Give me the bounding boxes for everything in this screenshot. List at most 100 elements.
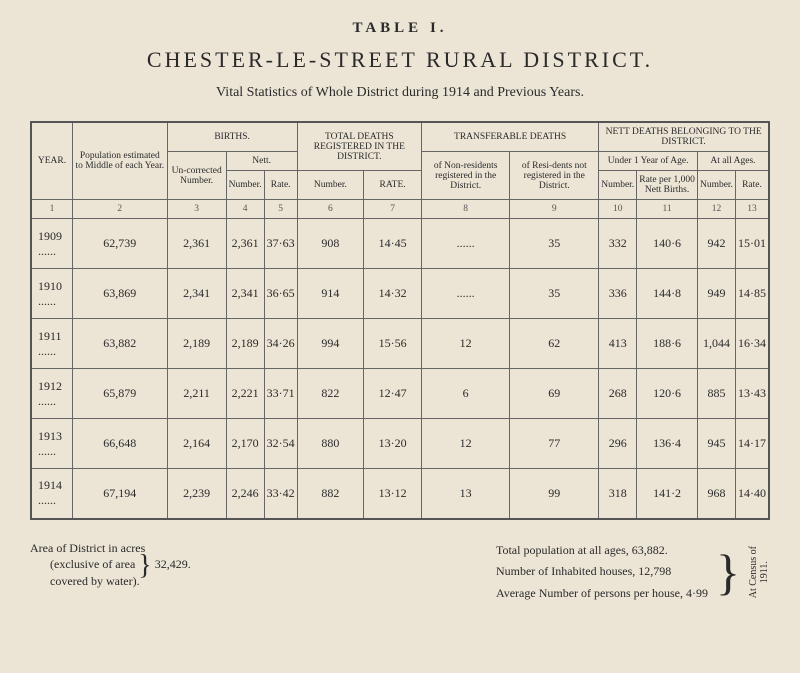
cell-nr: 33·42 xyxy=(264,469,297,519)
cell-aar: 13·43 xyxy=(735,369,769,419)
cell-nr: 36·65 xyxy=(264,269,297,319)
table-body: 1909 ......62,7392,3612,36137·6390814·45… xyxy=(31,219,769,519)
th-nn: Number. xyxy=(226,171,264,200)
cell-aar: 14·85 xyxy=(735,269,769,319)
census-label: At Census of1911. xyxy=(748,546,770,598)
table-row: 1914 ......67,1942,2392,24633·4288213·12… xyxy=(31,469,769,519)
brace-right-icon: } xyxy=(716,567,740,577)
cell-tdn: 880 xyxy=(297,419,364,469)
th-u1r: Rate per 1,000 Nett Births. xyxy=(637,171,698,200)
th-aan: Number. xyxy=(697,171,735,200)
cn-1: 1 xyxy=(31,200,72,219)
cell-aar: 14·40 xyxy=(735,469,769,519)
cell-nr: 37·63 xyxy=(264,219,297,269)
th-total-deaths: TOTAL DEATHS REGISTERED IN THE DISTRICT. xyxy=(297,122,421,171)
th-nr: Rate. xyxy=(264,171,297,200)
brace-icon: } xyxy=(138,559,151,573)
area-line1: Area of District in acres xyxy=(30,541,145,555)
cell-tdr: 13·12 xyxy=(364,469,422,519)
cell-aar: 14·17 xyxy=(735,419,769,469)
subtitle: Vital Statistics of Whole District durin… xyxy=(30,85,770,101)
avgpersons: Average Number of persons per house, 4·9… xyxy=(496,583,708,605)
cell-aar: 15·01 xyxy=(735,219,769,269)
footer-left: Area of District in acres (exclusive of … xyxy=(30,540,191,605)
cell-u1r: 140·6 xyxy=(637,219,698,269)
cn-8: 8 xyxy=(422,200,510,219)
cell-pop: 63,882 xyxy=(72,319,167,369)
area-line2: (exclusive of area xyxy=(30,557,135,571)
cell-nn: 2,189 xyxy=(226,319,264,369)
cell-resn: 69 xyxy=(510,369,599,419)
cell-nn: 2,170 xyxy=(226,419,264,469)
th-u1n: Number. xyxy=(599,171,637,200)
cell-u1n: 268 xyxy=(599,369,637,419)
footer: Area of District in acres (exclusive of … xyxy=(30,540,770,605)
cell-year: 1911 ...... xyxy=(31,319,72,369)
cn-13: 13 xyxy=(735,200,769,219)
cell-nonr: 6 xyxy=(422,369,510,419)
th-allages: At all Ages. xyxy=(697,152,769,171)
cell-year: 1913 ...... xyxy=(31,419,72,469)
table-row: 1913 ......66,6482,1642,17032·5488013·20… xyxy=(31,419,769,469)
cell-aan: 949 xyxy=(697,269,735,319)
cell-u1r: 141·2 xyxy=(637,469,698,519)
th-nett: Nett. xyxy=(226,152,297,171)
cell-unc: 2,211 xyxy=(167,369,226,419)
cell-tdn: 908 xyxy=(297,219,364,269)
cell-u1r: 144·8 xyxy=(637,269,698,319)
cell-tdn: 994 xyxy=(297,319,364,369)
cell-nonr: 12 xyxy=(422,419,510,469)
cell-resn: 35 xyxy=(510,269,599,319)
cell-pop: 66,648 xyxy=(72,419,167,469)
cn-11: 11 xyxy=(637,200,698,219)
cell-unc: 2,239 xyxy=(167,469,226,519)
th-tdn: Number. xyxy=(297,171,364,200)
cell-nonr: ...... xyxy=(422,269,510,319)
th-population: Population estimated to Middle of each Y… xyxy=(72,122,167,200)
cell-nr: 34·26 xyxy=(264,319,297,369)
cell-resn: 77 xyxy=(510,419,599,469)
totalpop: Total population at all ages, 63,882. xyxy=(496,540,708,562)
nhouses: Number of Inhabited houses, 12,798 xyxy=(496,561,708,583)
th-resnot: of Resi-dents not registered in the Dist… xyxy=(510,152,599,200)
cell-aan: 885 xyxy=(697,369,735,419)
table-label: TABLE I. xyxy=(30,20,770,37)
vital-stats-table: YEAR. Population estimated to Middle of … xyxy=(30,121,770,520)
cell-nn: 2,341 xyxy=(226,269,264,319)
cell-tdr: 12·47 xyxy=(364,369,422,419)
footer-right: Total population at all ages, 63,882. Nu… xyxy=(496,540,770,605)
cell-aan: 968 xyxy=(697,469,735,519)
cn-12: 12 xyxy=(697,200,735,219)
cell-nr: 33·71 xyxy=(264,369,297,419)
cell-pop: 62,739 xyxy=(72,219,167,269)
cell-unc: 2,189 xyxy=(167,319,226,369)
cn-10: 10 xyxy=(599,200,637,219)
cn-3: 3 xyxy=(167,200,226,219)
table-row: 1910 ......63,8692,3412,34136·6591414·32… xyxy=(31,269,769,319)
cell-aan: 945 xyxy=(697,419,735,469)
cell-year: 1910 ...... xyxy=(31,269,72,319)
cell-u1n: 336 xyxy=(599,269,637,319)
cell-year: 1912 ...... xyxy=(31,369,72,419)
cell-tdn: 822 xyxy=(297,369,364,419)
th-nonres: of Non-residents registered in the Distr… xyxy=(422,152,510,200)
cn-2: 2 xyxy=(72,200,167,219)
th-aar: Rate. xyxy=(735,171,769,200)
table-row: 1909 ......62,7392,3612,36137·6390814·45… xyxy=(31,219,769,269)
cell-u1n: 318 xyxy=(599,469,637,519)
cn-5: 5 xyxy=(264,200,297,219)
th-nett-deaths: NETT DEATHS BELONGING TO THE DISTRICT. xyxy=(599,122,769,152)
cell-aan: 1,044 xyxy=(697,319,735,369)
cell-resn: 35 xyxy=(510,219,599,269)
cell-u1n: 296 xyxy=(599,419,637,469)
th-year: YEAR. xyxy=(31,122,72,200)
cell-pop: 63,869 xyxy=(72,269,167,319)
cell-nn: 2,246 xyxy=(226,469,264,519)
cell-u1r: 188·6 xyxy=(637,319,698,369)
cell-unc: 2,341 xyxy=(167,269,226,319)
cell-nonr: 12 xyxy=(422,319,510,369)
cell-nonr: 13 xyxy=(422,469,510,519)
cell-nonr: ...... xyxy=(422,219,510,269)
cell-pop: 65,879 xyxy=(72,369,167,419)
cn-7: 7 xyxy=(364,200,422,219)
